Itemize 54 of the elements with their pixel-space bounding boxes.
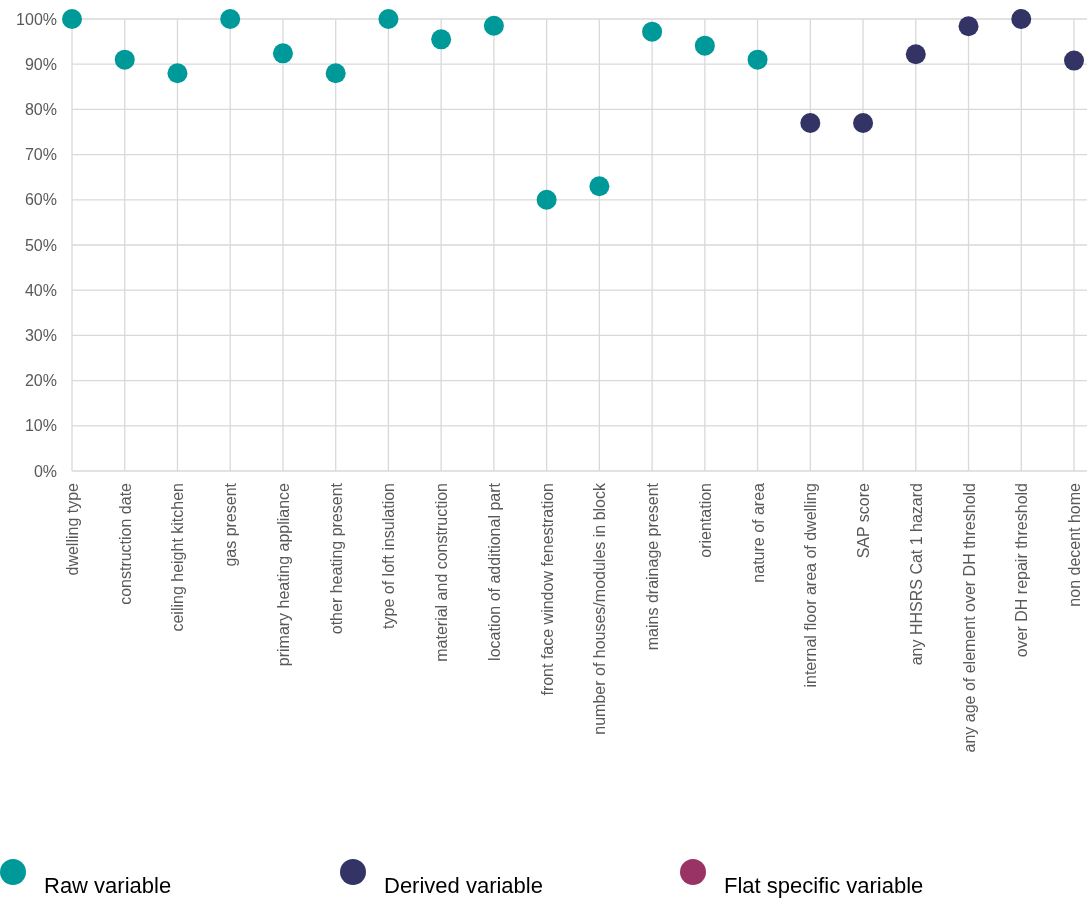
point — [62, 9, 82, 29]
point — [114, 49, 135, 70]
y-tick-label: 10% — [24, 417, 57, 435]
y-tick-label: 50% — [24, 236, 57, 254]
x-tick-label: other heating present — [327, 482, 345, 635]
point — [958, 16, 979, 37]
point — [1011, 9, 1032, 29]
x-tick-label: nature of area — [749, 482, 767, 583]
point — [642, 21, 663, 42]
y-tick-label: 80% — [24, 101, 57, 118]
x-tick-label: primary heating appliance — [274, 482, 292, 667]
x-tick-label: front face window fenestration — [538, 483, 556, 696]
point — [272, 43, 293, 64]
x-tick-label: non decent home — [1066, 482, 1083, 607]
point — [589, 176, 610, 197]
point — [325, 63, 346, 84]
x-tick-label: dwelling type — [64, 482, 81, 576]
point — [747, 49, 768, 70]
point — [905, 44, 926, 65]
point — [378, 9, 399, 29]
x-tick-label: any age of element over DH threshold — [960, 483, 978, 753]
point — [853, 112, 874, 133]
point — [167, 63, 188, 84]
x-tick-label: construction date — [116, 482, 134, 605]
x-tick-label: number of houses/modules in block — [591, 482, 609, 735]
point — [431, 29, 452, 50]
x-tick-label: type of loft insulation — [380, 483, 398, 629]
point — [483, 15, 504, 36]
y-tick-label: 20% — [24, 372, 57, 390]
x-tick-label: ceiling height kitchen — [169, 483, 187, 632]
point — [220, 9, 241, 29]
x-tick-label: SAP score — [855, 482, 873, 559]
y-tick-label: 100% — [16, 10, 57, 28]
point — [800, 112, 821, 133]
x-tick-label: any HHSRS Cat 1 hazard — [907, 483, 925, 666]
legend-label: Derived variable — [384, 873, 543, 898]
y-tick-label: 30% — [24, 327, 57, 344]
x-tick-label: orientation — [696, 483, 714, 558]
x-tick-label: mains drainage present — [644, 482, 662, 651]
y-tick-label: 0% — [33, 462, 57, 480]
y-tick-label: 70% — [24, 146, 57, 164]
x-tick-label: location of additional part — [485, 482, 503, 661]
x-tick-label: internal floor area of dwelling — [802, 483, 820, 688]
y-tick-label: 90% — [24, 55, 57, 73]
legend-label: Flat specific variable — [724, 873, 924, 898]
point — [694, 35, 715, 56]
y-tick-label: 60% — [24, 191, 57, 209]
point — [1064, 50, 1084, 71]
point — [536, 189, 557, 210]
legend-label: Raw variable — [44, 873, 172, 898]
x-tick-label: over DH repair threshold — [1013, 483, 1031, 658]
x-tick-label: gas present — [222, 482, 240, 567]
y-tick-label: 40% — [24, 281, 57, 299]
x-tick-label: material and construction — [433, 483, 451, 662]
